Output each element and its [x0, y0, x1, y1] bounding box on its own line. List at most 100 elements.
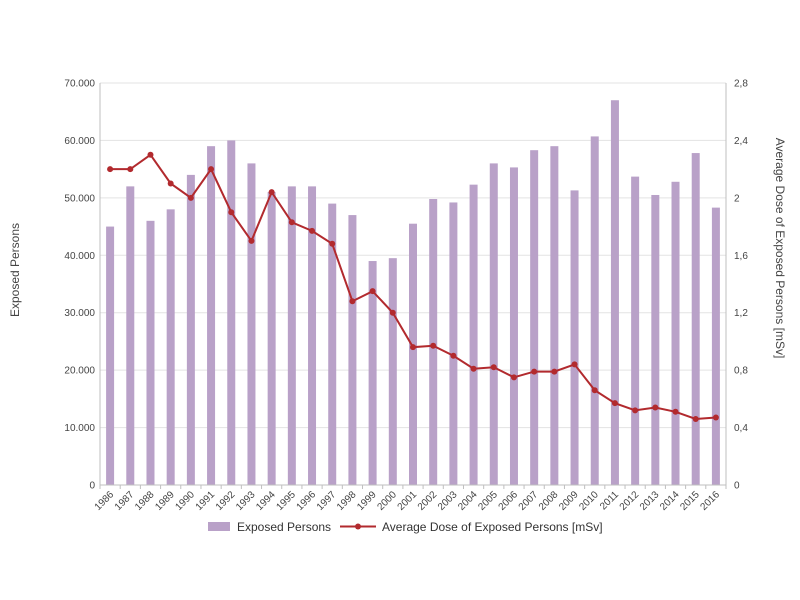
point-average-dose [510, 374, 517, 381]
bar-exposed-persons [267, 192, 276, 485]
x-tick-label: 1993 [234, 489, 258, 513]
point-average-dose [450, 352, 457, 359]
x-tick-label: 1995 [274, 489, 298, 513]
x-tick-label: 1998 [335, 489, 359, 513]
point-average-dose [187, 194, 194, 201]
bar-exposed-persons [469, 184, 478, 486]
x-tick-label: 1988 [133, 489, 157, 513]
bar-exposed-persons [308, 186, 317, 485]
bar-exposed-persons [186, 174, 195, 485]
axes [99, 83, 727, 489]
bar-exposed-persons [671, 181, 680, 485]
point-average-dose [571, 361, 578, 368]
point-average-dose [167, 180, 174, 187]
bar-exposed-persons [449, 202, 458, 486]
x-tick-label: 2008 [537, 489, 561, 513]
point-average-dose [248, 237, 255, 244]
x-tick-label: 2010 [577, 489, 601, 513]
bar-exposed-persons [106, 226, 115, 486]
point-average-dose [329, 240, 336, 247]
bar-exposed-persons [328, 203, 337, 485]
legend-swatch-average-dose-marker [355, 523, 361, 530]
bar-exposed-persons [631, 176, 640, 485]
point-average-dose [349, 298, 356, 305]
x-tick-label: 2002 [416, 489, 440, 513]
x-tick-label: 2009 [557, 489, 581, 513]
x-tick-labels: 1986198719881989199019911992199319941995… [93, 489, 723, 513]
point-average-dose [369, 288, 376, 295]
bar-exposed-persons [146, 220, 155, 486]
legend-label-exposed-persons: Exposed Persons [237, 520, 331, 534]
left-y-tick-label: 70.000 [64, 79, 95, 90]
left-y-axis-title: Exposed Persons [8, 223, 22, 317]
x-tick-label: 1996 [295, 489, 319, 513]
x-tick-label: 2001 [396, 489, 420, 513]
bar-exposed-persons [711, 207, 720, 485]
point-average-dose [430, 342, 437, 349]
bar-exposed-persons [691, 153, 700, 485]
bar-exposed-persons [590, 136, 599, 485]
bar-exposed-persons [207, 146, 216, 485]
left-y-tick-label: 50.000 [64, 193, 95, 204]
point-average-dose [531, 368, 538, 375]
x-tick-label: 1992 [214, 489, 238, 513]
bar-exposed-persons [247, 163, 256, 485]
bar-exposed-persons [368, 261, 377, 485]
left-y-tick-labels: 0 10.000 20.000 30.000 40.000 50.000 60.000 70.… [64, 79, 95, 492]
right-y-tick-label: 0 [734, 481, 740, 492]
x-tick-label: 2014 [658, 489, 682, 513]
bar-series [106, 100, 720, 486]
x-tick-label: 2013 [638, 489, 662, 513]
x-tick-label: 1989 [153, 489, 177, 513]
left-y-tick-label: 0 [89, 481, 95, 492]
legend: Exposed Persons Average Dose of Exposed … [208, 520, 603, 534]
bar-exposed-persons [489, 163, 498, 485]
left-y-tick-label: 60.000 [64, 136, 95, 147]
x-tick-label: 1991 [194, 489, 218, 513]
bar-exposed-persons [126, 186, 135, 485]
x-tick-label: 2015 [678, 489, 702, 513]
bar-exposed-persons [409, 223, 417, 485]
right-y-tick-label: 2 [734, 193, 740, 204]
x-tick-label: 2011 [598, 489, 621, 512]
right-y-tick-label: 0,8 [734, 366, 748, 377]
point-average-dose [611, 400, 618, 407]
right-y-tick-label: 0,4 [734, 423, 748, 434]
point-average-dose [692, 415, 699, 422]
bar-exposed-persons [570, 190, 579, 486]
bar-exposed-persons [651, 194, 660, 485]
right-y-tick-label: 2,8 [734, 79, 748, 90]
bar-exposed-persons [287, 186, 296, 485]
point-average-dose [268, 189, 275, 196]
line-series [107, 151, 719, 422]
point-average-dose [107, 166, 114, 173]
x-tick-label: 2005 [476, 489, 500, 513]
x-tick-label: 2000 [375, 489, 399, 513]
point-average-dose [470, 365, 477, 372]
point-average-dose [288, 219, 295, 226]
point-average-dose [490, 364, 497, 371]
x-tick-label: 2016 [699, 489, 723, 513]
bar-exposed-persons [388, 258, 397, 485]
x-tick-label: 1997 [315, 489, 339, 513]
legend-label-average-dose: Average Dose of Exposed Persons [mSv] [382, 520, 603, 534]
left-y-tick-label: 40.000 [64, 251, 95, 262]
x-tick-label: 2004 [456, 489, 480, 513]
bar-exposed-persons [166, 209, 175, 486]
point-average-dose [389, 309, 396, 316]
x-tick-label: 1994 [254, 489, 278, 513]
point-average-dose [672, 408, 679, 415]
bar-exposed-persons [530, 150, 539, 486]
right-y-tick-label: 2,4 [734, 136, 748, 147]
point-average-dose [228, 209, 235, 216]
bar-exposed-persons [610, 100, 619, 485]
point-average-dose [712, 414, 719, 421]
x-tick-label: 2007 [517, 489, 541, 513]
left-y-tick-label: 20.000 [64, 366, 95, 377]
left-y-tick-label: 30.000 [64, 308, 95, 319]
x-tick-label: 2012 [618, 489, 642, 513]
x-tick-label: 1986 [93, 489, 117, 513]
right-y-tick-labels: 0 0,4 0,8 1,2 1,6 2 2,4 2,8 [734, 79, 748, 492]
